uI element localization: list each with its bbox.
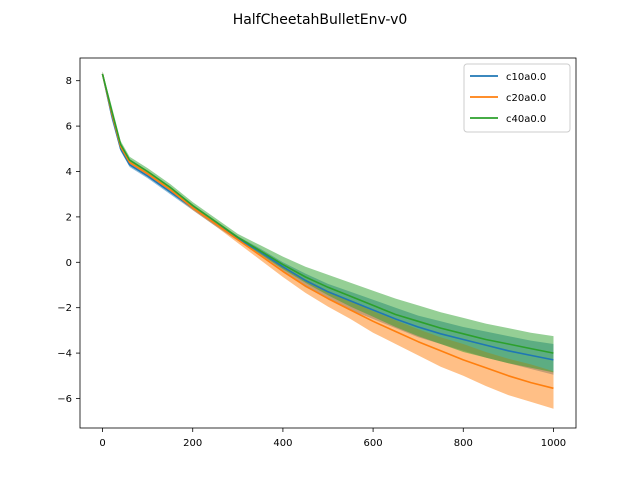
y-tick-label: 0 bbox=[66, 258, 72, 269]
x-tick-label: 600 bbox=[364, 438, 383, 449]
x-tick-label: 800 bbox=[454, 438, 473, 449]
x-tick-label: 1000 bbox=[541, 438, 566, 449]
plot-area-frame bbox=[79, 57, 577, 429]
y-tick-label: −2 bbox=[57, 303, 72, 314]
series-lines bbox=[101, 73, 554, 390]
y-tick-label: 4 bbox=[66, 167, 72, 178]
x-tick-label: 400 bbox=[273, 438, 292, 449]
x-axis: 0 200 400 600 800 1000 bbox=[99, 428, 566, 449]
legend-box bbox=[463, 63, 571, 133]
y-tick-label: 6 bbox=[66, 122, 72, 133]
legend-label-c40a0.0: c40a0.0 bbox=[506, 114, 546, 125]
series-line-c20a0.0 bbox=[101, 73, 554, 390]
series-band-c40a0.0 bbox=[102, 71, 554, 373]
y-tick-label: −4 bbox=[57, 349, 72, 360]
chart-title: HalfCheetahBulletEnv-v0 bbox=[233, 12, 408, 28]
y-axis: −6 −4 −2 0 2 4 6 8 bbox=[57, 76, 80, 405]
y-tick-label: 2 bbox=[66, 212, 72, 223]
y-tick-label: −6 bbox=[57, 394, 72, 405]
x-tick-label: 0 bbox=[99, 438, 105, 449]
series-line-c40a0.0 bbox=[101, 73, 554, 354]
x-tick-label: 200 bbox=[183, 438, 202, 449]
y-tick-label: 8 bbox=[66, 76, 72, 87]
series-line-c10a0.0 bbox=[101, 73, 554, 361]
legend-label-c20a0.0: c20a0.0 bbox=[506, 93, 546, 104]
legend: c10a0.0 c20a0.0 c40a0.0 bbox=[463, 63, 571, 133]
legend-label-c10a0.0: c10a0.0 bbox=[506, 72, 546, 83]
